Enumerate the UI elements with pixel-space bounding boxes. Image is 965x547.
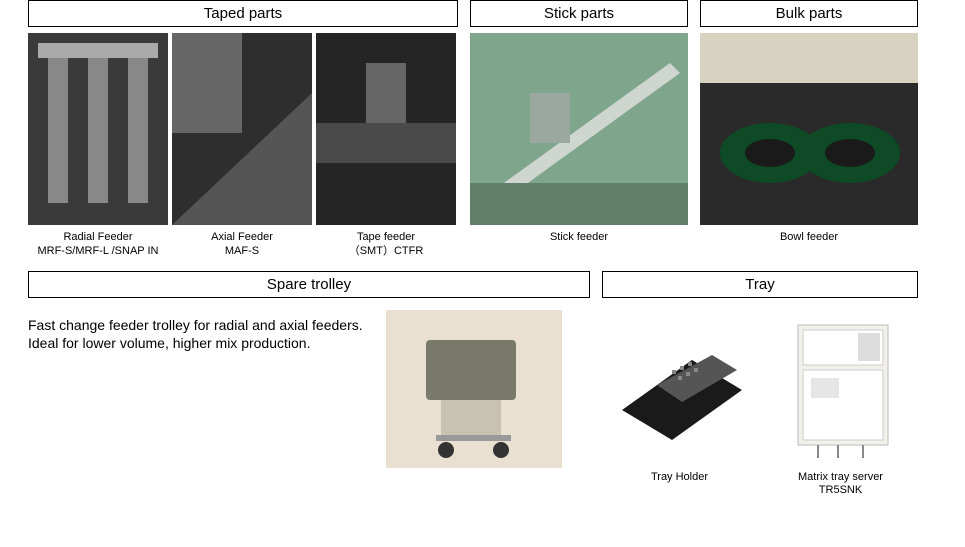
bottom-row: Spare trolley Fast change feeder trolley… [28,271,937,499]
header-bulk: Bulk parts [700,0,918,27]
tray-item: Tray Holder [602,310,757,499]
taped-item: Tape feeder （SMT）CTFR [316,33,456,259]
taped-item: Axial Feeder MAF-S [172,33,312,259]
header-tray: Tray [602,271,918,298]
header-stick: Stick parts [470,0,688,27]
stick-images: Stick feeder [470,33,688,245]
section-spare: Spare trolley Fast change feeder trolley… [28,271,590,499]
header-taped: Taped parts [28,0,458,27]
caption: Bowl feeder [780,231,838,245]
taped-images: Radial Feeder MRF-S/MRF-L /SNAP IN Axial… [28,33,458,259]
spare-description: Fast change feeder trolley for radial an… [28,310,368,354]
section-taped: Taped parts Radial Feeder MRF-S/MRF-L /S… [28,0,458,259]
header-spare: Spare trolley [28,271,590,298]
tray-server-image [763,310,918,465]
caption: Radial Feeder MRF-S/MRF-L /SNAP IN [37,231,158,259]
caption: Stick feeder [550,231,608,245]
tray-images: Tray Holder Matrix tray server TR5SNK [602,304,918,499]
taped-item: Radial Feeder MRF-S/MRF-L /SNAP IN [28,33,168,259]
spare-body: Fast change feeder trolley for radial an… [28,304,590,468]
section-tray: Tray Tray Holder Matrix tray server TR5S… [602,271,918,499]
spare-trolley-image [386,310,562,468]
bowl-feeder-image [700,33,918,225]
caption: Tray Holder [651,471,708,485]
bulk-images: Bowl feeder [700,33,918,245]
bulk-item: Bowl feeder [700,33,918,245]
caption: Axial Feeder MAF-S [211,231,273,259]
stick-item: Stick feeder [470,33,688,245]
stick-feeder-image [470,33,688,225]
axial-feeder-image [172,33,312,225]
caption: Tape feeder （SMT）CTFR [349,231,424,259]
tape-feeder-image [316,33,456,225]
tray-item: Matrix tray server TR5SNK [763,310,918,499]
section-bulk: Bulk parts Bowl feeder [700,0,918,259]
section-stick: Stick parts Stick feeder [470,0,688,259]
caption: Matrix tray server TR5SNK [798,471,883,499]
top-row: Taped parts Radial Feeder MRF-S/MRF-L /S… [28,0,937,259]
radial-feeder-image [28,33,168,225]
tray-holder-image [602,310,757,465]
